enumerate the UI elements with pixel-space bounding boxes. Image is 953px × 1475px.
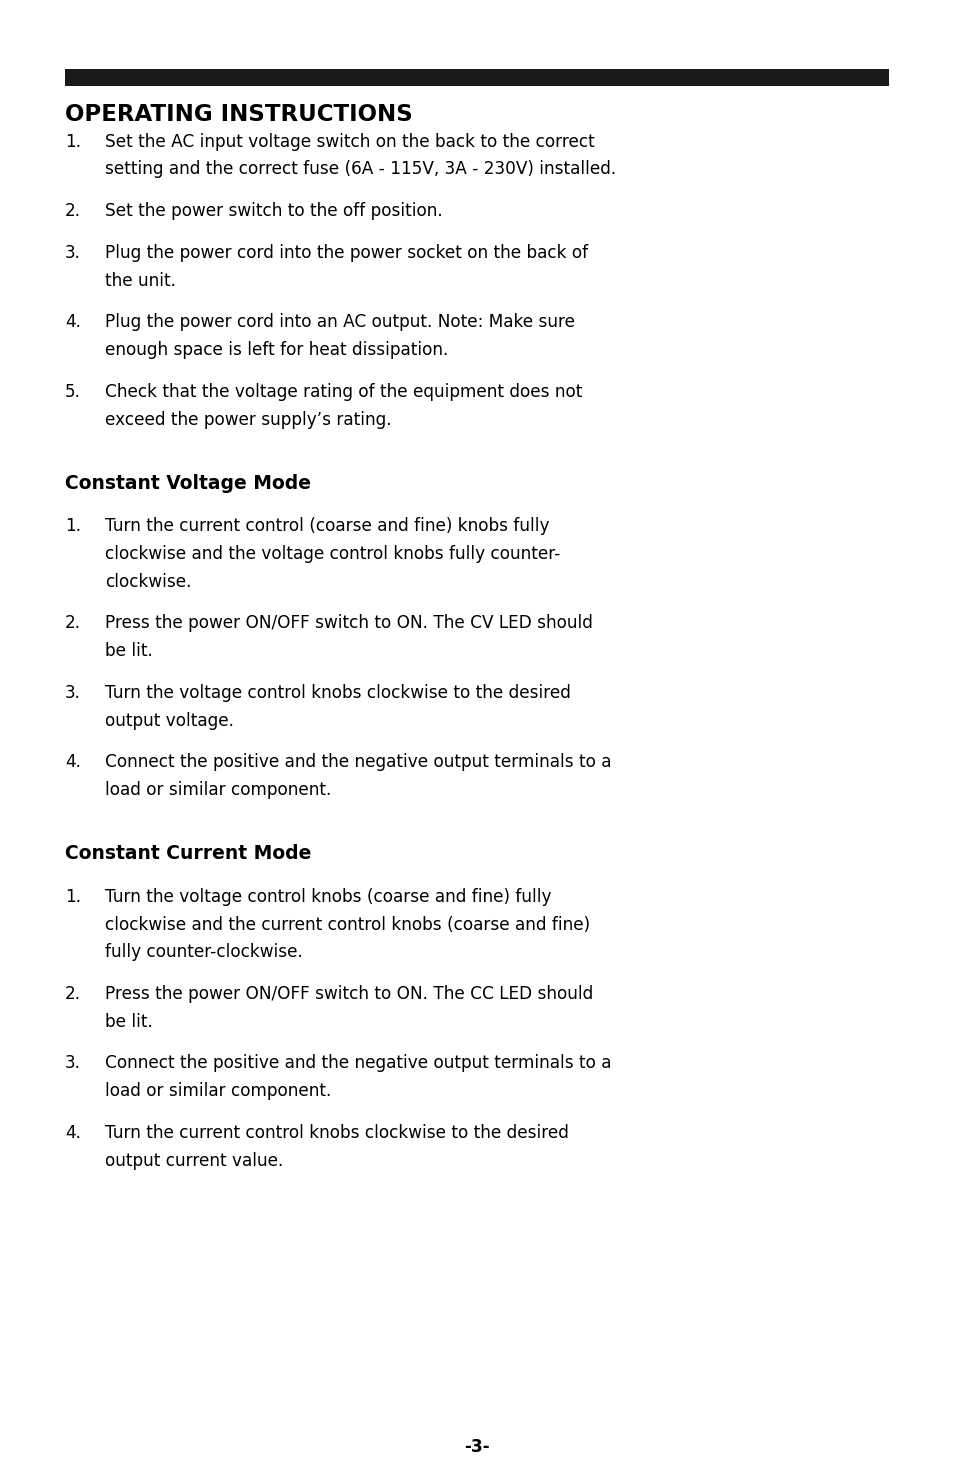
Text: OPERATING INSTRUCTIONS: OPERATING INSTRUCTIONS xyxy=(65,103,413,127)
Text: Connect the positive and the negative output terminals to a: Connect the positive and the negative ou… xyxy=(105,1055,611,1072)
Text: be lit.: be lit. xyxy=(105,642,152,661)
Text: 3.: 3. xyxy=(65,243,81,263)
Text: 4.: 4. xyxy=(65,1124,81,1142)
Text: 2.: 2. xyxy=(65,985,81,1003)
Text: 3.: 3. xyxy=(65,684,81,702)
Text: Constant Current Mode: Constant Current Mode xyxy=(65,844,311,863)
Text: Check that the voltage rating of the equipment does not: Check that the voltage rating of the equ… xyxy=(105,384,581,401)
Text: enough space is left for heat dissipation.: enough space is left for heat dissipatio… xyxy=(105,341,448,360)
Text: Press the power ON/OFF switch to ON. The CV LED should: Press the power ON/OFF switch to ON. The… xyxy=(105,615,592,633)
Text: Turn the current control knobs clockwise to the desired: Turn the current control knobs clockwise… xyxy=(105,1124,568,1142)
Text: the unit.: the unit. xyxy=(105,271,175,289)
Text: 2.: 2. xyxy=(65,615,81,633)
Bar xyxy=(65,69,888,86)
Text: -3-: -3- xyxy=(464,1438,489,1456)
Text: Plug the power cord into the power socket on the back of: Plug the power cord into the power socke… xyxy=(105,243,587,263)
Text: load or similar component.: load or similar component. xyxy=(105,782,331,799)
Text: Turn the voltage control knobs (coarse and fine) fully: Turn the voltage control knobs (coarse a… xyxy=(105,888,551,906)
Text: Constant Voltage Mode: Constant Voltage Mode xyxy=(65,473,311,493)
Text: Turn the current control (coarse and fine) knobs fully: Turn the current control (coarse and fin… xyxy=(105,518,549,535)
Text: clockwise and the voltage control knobs fully counter-: clockwise and the voltage control knobs … xyxy=(105,544,559,563)
Text: clockwise.: clockwise. xyxy=(105,572,192,591)
Text: output current value.: output current value. xyxy=(105,1152,283,1170)
Text: 1.: 1. xyxy=(65,133,81,150)
Text: Set the AC input voltage switch on the back to the correct: Set the AC input voltage switch on the b… xyxy=(105,133,594,150)
Text: 1.: 1. xyxy=(65,518,81,535)
Text: output voltage.: output voltage. xyxy=(105,711,233,730)
Text: 2.: 2. xyxy=(65,202,81,220)
Text: 4.: 4. xyxy=(65,754,81,771)
Text: exceed the power supply’s rating.: exceed the power supply’s rating. xyxy=(105,410,391,429)
Text: 5.: 5. xyxy=(65,384,81,401)
Text: Turn the voltage control knobs clockwise to the desired: Turn the voltage control knobs clockwise… xyxy=(105,684,570,702)
Text: Plug the power cord into an AC output. Note: Make sure: Plug the power cord into an AC output. N… xyxy=(105,313,575,332)
Text: clockwise and the current control knobs (coarse and fine): clockwise and the current control knobs … xyxy=(105,916,590,934)
Text: 4.: 4. xyxy=(65,313,81,332)
Text: setting and the correct fuse (6A - 115V, 3A - 230V) installed.: setting and the correct fuse (6A - 115V,… xyxy=(105,161,616,178)
Text: be lit.: be lit. xyxy=(105,1013,152,1031)
Text: fully counter-clockwise.: fully counter-clockwise. xyxy=(105,943,302,962)
Text: Set the power switch to the off position.: Set the power switch to the off position… xyxy=(105,202,442,220)
Text: 3.: 3. xyxy=(65,1055,81,1072)
Text: load or similar component.: load or similar component. xyxy=(105,1083,331,1100)
Text: Press the power ON/OFF switch to ON. The CC LED should: Press the power ON/OFF switch to ON. The… xyxy=(105,985,593,1003)
Text: 1.: 1. xyxy=(65,888,81,906)
Text: Connect the positive and the negative output terminals to a: Connect the positive and the negative ou… xyxy=(105,754,611,771)
